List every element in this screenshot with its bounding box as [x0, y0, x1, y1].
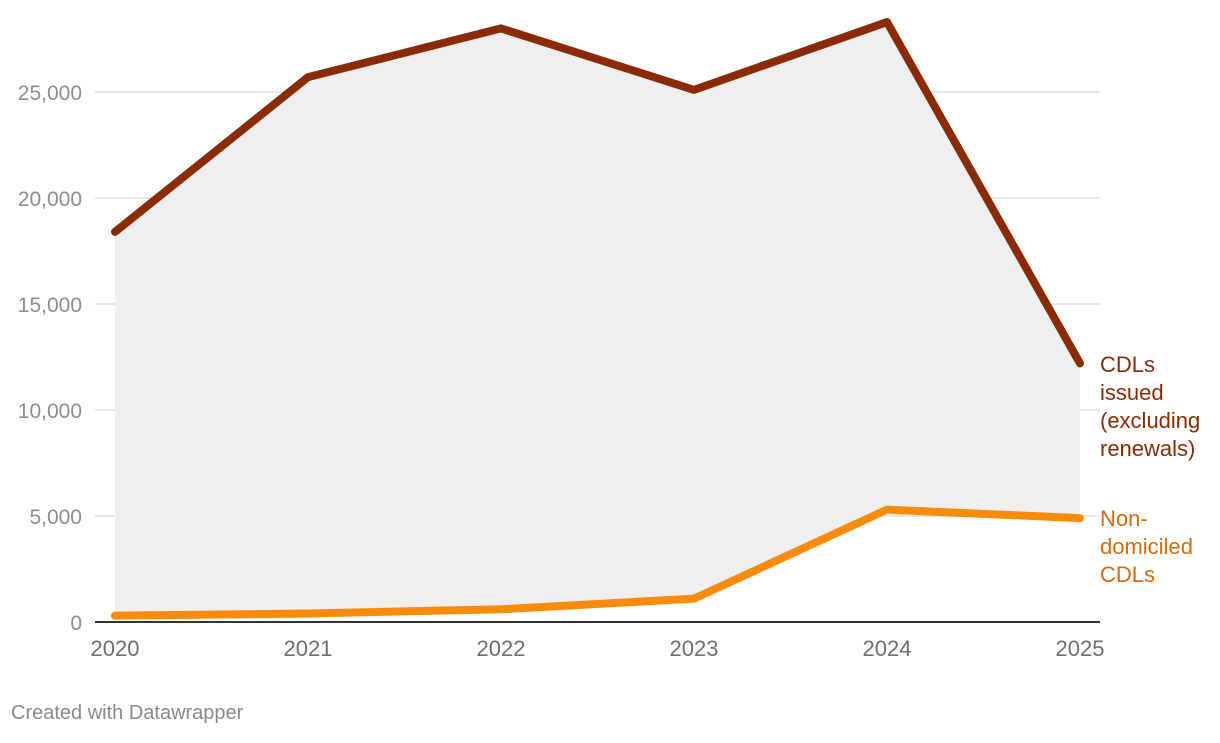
y-tick-label: 20,000: [18, 188, 82, 211]
x-tick-label: 2021: [284, 636, 333, 661]
series-label-2: Non-domiciled CDLs: [1100, 506, 1193, 587]
series-label-line: CDLs: [1100, 562, 1155, 587]
y-tick-label: 0: [70, 612, 82, 635]
series-label-line: issued: [1100, 380, 1164, 405]
datawrapper-credit[interactable]: Created with Datawrapper: [11, 702, 243, 725]
series-label-line: (excluding: [1100, 408, 1200, 433]
x-tick-label: 2023: [670, 636, 719, 661]
x-tick-label: 2020: [91, 636, 140, 661]
y-tick-label: 5,000: [29, 506, 82, 529]
x-tick-label: 2024: [863, 636, 912, 661]
series-label-1: CDLs issued (excluding renewals): [1100, 352, 1200, 461]
y-tick-label: 10,000: [18, 400, 82, 423]
x-tick-label: 2022: [477, 636, 526, 661]
series-label-line: renewals): [1100, 436, 1195, 461]
y-tick-label: 25,000: [18, 82, 82, 105]
series-label-line: domiciled: [1100, 534, 1193, 559]
series-label-line: Non-: [1100, 506, 1148, 531]
y-tick-label: 15,000: [18, 294, 82, 317]
x-tick-label: 2025: [1056, 636, 1105, 661]
series-label-line: CDLs: [1100, 352, 1155, 377]
